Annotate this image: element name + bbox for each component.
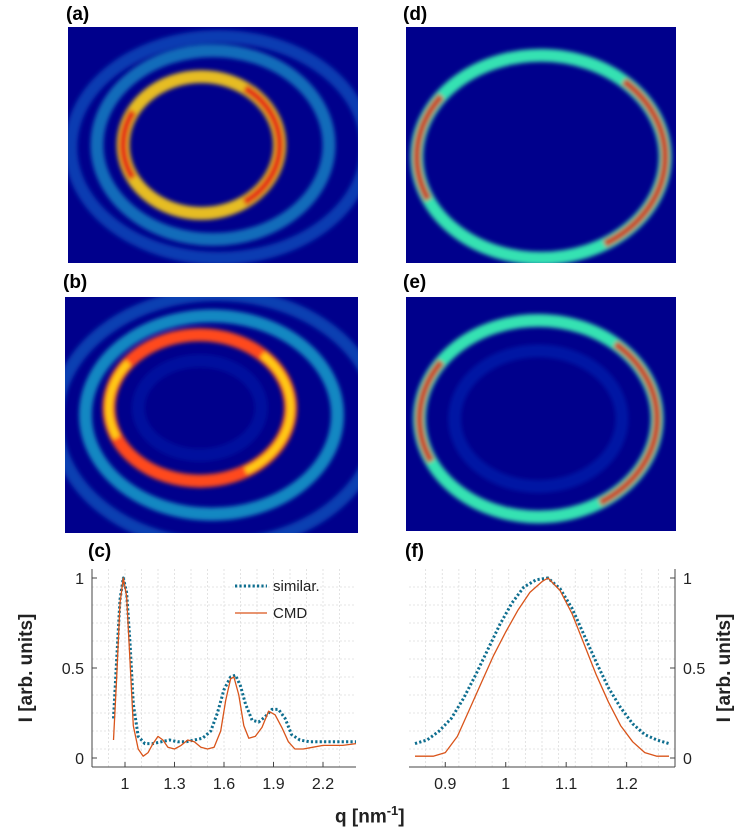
rings-d: [410, 48, 672, 263]
panel-label-e: (e): [403, 272, 427, 293]
y-axis-label-f: I [arb. units]: [714, 614, 735, 723]
scattering-image-d: [406, 27, 676, 263]
y-tick-label-c-0: 0: [75, 751, 84, 768]
ring-canvas-d: [410, 48, 672, 263]
legend-label-c-1: CMD: [273, 605, 307, 622]
x-tick-label-f-1: 1: [501, 776, 510, 793]
ring-hot-b-0: [105, 330, 295, 485]
panel-label-d: (d): [403, 4, 428, 25]
ring-canvas-a: [68, 29, 358, 263]
y-tick-label-f-0: 0: [683, 751, 692, 768]
ring-a-1: [90, 44, 336, 246]
y-tick-label-f-2: 1: [683, 571, 692, 588]
series-c-cmd: [112, 577, 357, 757]
legend-label-c-0: similar.: [273, 578, 320, 595]
ring-canvas-e: [413, 313, 664, 524]
panel-label-f: (f): [405, 541, 424, 562]
x-axis-label: q [nm-1]: [335, 803, 405, 828]
scattering-image-b: [65, 297, 358, 533]
x-tick-label-c-4: 2.2: [312, 776, 334, 793]
ring-hot-e-0: [415, 316, 661, 521]
x-tick-label-f-3: 1.2: [616, 776, 638, 793]
grid-f: [409, 569, 675, 767]
x-axis-label-main: q [nm: [335, 806, 387, 828]
ring-b-1: [131, 354, 268, 462]
ring-hot-d-0: [412, 51, 670, 263]
ring-e-1: [448, 344, 629, 493]
x-axis-label-sup: -1: [386, 803, 399, 818]
x-tick-label-c-0: 1: [121, 776, 130, 793]
series-c-similar: [112, 576, 356, 746]
series-f-cmd: [415, 577, 669, 757]
x-tick-label-c-3: 1.9: [262, 776, 284, 793]
x-tick-label-f-2: 1.1: [555, 776, 577, 793]
x-tick-label-c-2: 1.6: [213, 776, 235, 793]
x-axis-label-close: ]: [398, 806, 405, 828]
grid-c: [92, 569, 356, 767]
chart-f: 0.9 1 1.1 1.2 0 0.5 1 I [arb. units]: [409, 569, 735, 793]
x-tick-label-c-1: 1.3: [163, 776, 185, 793]
scattering-image-a: [68, 27, 358, 263]
x-tick-label-f-0: 0.9: [434, 776, 456, 793]
rings-e: [413, 313, 664, 524]
y-axis-label-c: I [arb. units]: [16, 614, 37, 723]
panel-label-c: (c): [88, 541, 112, 562]
rings-b: [65, 297, 358, 533]
chart-c: 1 1.3 1.6 1.9 2.2 0 0.5 1 I [arb. units] similar.…: [16, 569, 357, 793]
ring-hot-a-0: [119, 72, 284, 218]
ring-canvas-b: [65, 297, 358, 533]
y-tick-label-c-2: 1: [75, 571, 84, 588]
ring-b-2: [79, 309, 344, 521]
scattering-image-e: [406, 297, 676, 531]
rings-a: [68, 29, 358, 263]
panel-label-a: (a): [66, 4, 90, 25]
legend-c: similar. CMD: [235, 578, 320, 622]
panel-label-b: (b): [63, 272, 88, 293]
series-f-similar: [414, 576, 670, 746]
ring-a-2: [68, 29, 358, 263]
y-tick-label-c-1: 0.5: [62, 661, 84, 678]
y-tick-label-f-1: 0.5: [683, 661, 705, 678]
